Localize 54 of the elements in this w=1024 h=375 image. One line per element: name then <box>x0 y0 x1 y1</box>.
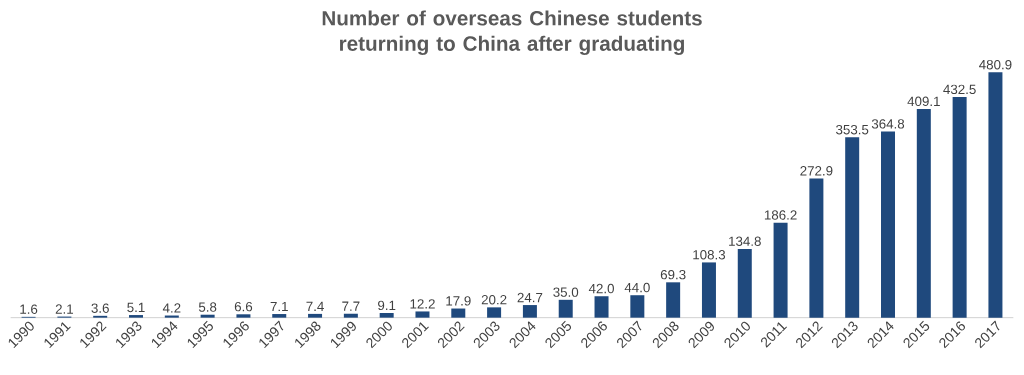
data-label: 6.6 <box>234 301 253 312</box>
data-label: 409.1 <box>907 96 940 107</box>
data-label: 4.2 <box>162 303 181 313</box>
data-label: 2.1 <box>55 304 74 314</box>
data-label: 12.2 <box>410 299 435 309</box>
bar <box>845 137 860 318</box>
data-label: 5.8 <box>198 302 217 312</box>
bar <box>129 315 143 318</box>
data-label: 108.3 <box>693 250 726 260</box>
bar <box>881 131 895 318</box>
bar <box>773 222 788 318</box>
chart-title: Number of overseas Chinese students returning to China after graduating <box>322 10 702 56</box>
data-label: 186.2 <box>764 210 797 220</box>
data-label: 17.9 <box>446 296 471 306</box>
bar <box>343 313 358 318</box>
data-label: 3.6 <box>91 303 109 313</box>
data-label: 134.8 <box>729 236 761 246</box>
data-label: 272.9 <box>800 166 833 176</box>
bar <box>594 296 609 318</box>
data-label: 364.8 <box>871 119 905 129</box>
data-label: 432.5 <box>943 84 976 95</box>
bar <box>164 315 179 318</box>
data-label: 69.3 <box>660 269 686 280</box>
bar <box>988 72 1003 318</box>
data-label: 44.0 <box>624 282 650 293</box>
bar <box>379 313 394 318</box>
data-label: 20.2 <box>481 294 507 305</box>
data-label: 480.9 <box>979 59 1012 70</box>
bar <box>522 305 537 318</box>
bar <box>916 108 931 318</box>
bar <box>666 282 681 318</box>
data-label: 1.6 <box>20 304 38 314</box>
bar <box>451 308 466 318</box>
data-label: 24.7 <box>517 292 543 303</box>
data-label: 7.7 <box>342 301 360 311</box>
data-label: 35.0 <box>553 287 579 297</box>
data-label: 7.1 <box>270 301 288 312</box>
bar <box>487 307 502 318</box>
bar <box>200 314 215 318</box>
data-label: 353.5 <box>836 124 869 135</box>
bar <box>272 314 287 318</box>
bar <box>809 178 824 318</box>
data-label: 5.1 <box>127 302 145 313</box>
data-label: 9.1 <box>378 300 396 311</box>
bar <box>701 262 716 318</box>
data-label: 7.4 <box>306 301 324 311</box>
bar <box>952 97 967 318</box>
bar <box>236 314 251 318</box>
bar <box>630 295 645 318</box>
bar <box>558 299 573 318</box>
bar <box>737 248 752 318</box>
bar <box>308 313 323 318</box>
data-label: 42.0 <box>588 283 614 294</box>
bar <box>415 311 430 318</box>
